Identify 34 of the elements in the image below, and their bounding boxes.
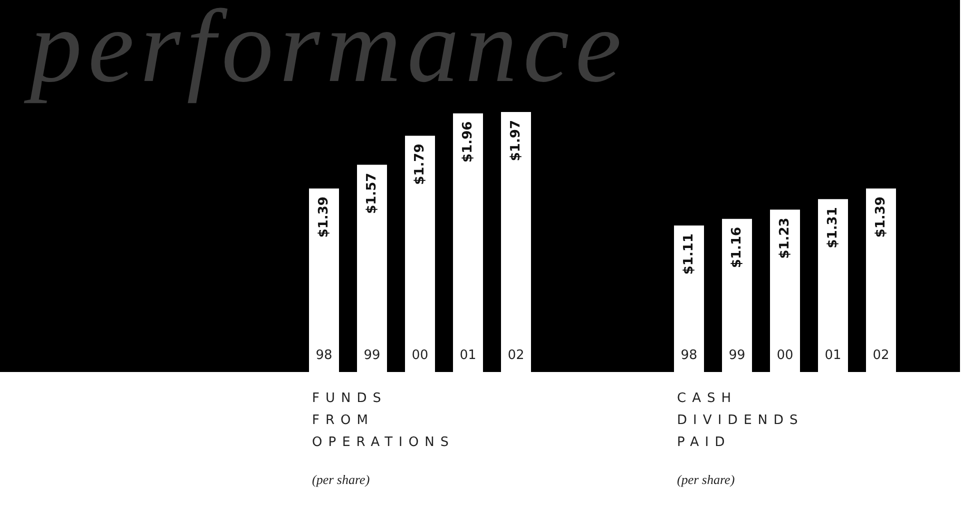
data-label: $1.23 [778,218,792,259]
bar [674,226,704,372]
x-tick-label: 01 [460,348,476,363]
data-label: $1.79 [412,144,428,185]
x-tick-label: 02 [872,348,890,363]
data-label: $1.39 [316,196,332,238]
bar [405,136,435,372]
x-tick-label: 99 [364,348,380,363]
bar [501,112,531,372]
data-label: $1.11 [682,234,696,275]
x-tick-label: 02 [508,348,524,363]
text: FUNDS FROM OPERATIONS [312,390,455,452]
x-tick-label: 00 [412,348,428,363]
data-label: $1.31 [826,207,840,248]
bar [866,188,896,372]
x-tick-label: 98 [680,348,698,363]
text: (per share) [312,472,371,488]
data-label: $1.96 [460,121,476,162]
x-tick-label: 01 [824,348,842,363]
x-tick-label: 00 [776,348,794,363]
text: (per share) [677,472,736,488]
text: CASH DIVIDENDS PAID [677,390,804,452]
data-label: $1.57 [364,172,380,214]
x-tick-label: 98 [316,348,332,363]
data-label: $1.16 [730,226,744,268]
data-label: $1.97 [508,120,524,162]
bar [357,164,387,372]
bar [453,113,483,372]
bar [770,210,800,372]
x-tick-label: 99 [728,348,746,363]
bar [309,188,339,372]
data-label: $1.39 [874,196,888,238]
bar [818,199,848,372]
bar [722,218,752,372]
